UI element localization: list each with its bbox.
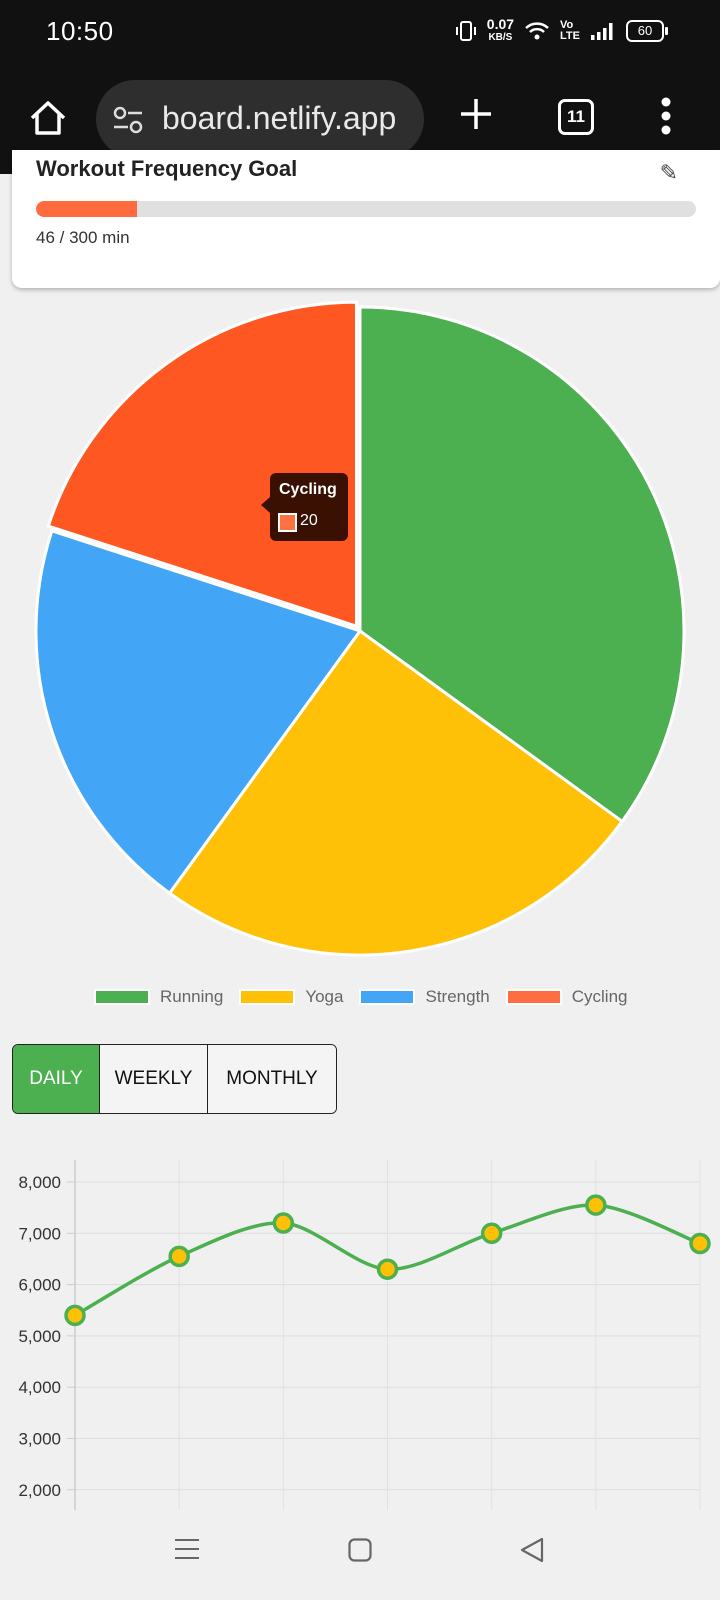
pie-slice-yoga[interactable] bbox=[167, 628, 625, 957]
recents-icon[interactable] bbox=[174, 1536, 200, 1562]
data-point[interactable] bbox=[480, 1222, 503, 1245]
status-time: 10:50 bbox=[46, 16, 114, 46]
steps-line-chart: 8,000 7,000 6,000 5,000 4,000 3,000 2,000 bbox=[18, 1160, 711, 1514]
data-point[interactable] bbox=[585, 1194, 607, 1216]
status-icons: 0.07 KB/S Vo LTE 60 bbox=[455, 16, 668, 44]
volte-top: Vo bbox=[560, 19, 574, 31]
range-tabs: DAILY WEEKLY MONTHLY bbox=[12, 1044, 337, 1114]
pie-tooltip: Cycling 20 bbox=[261, 473, 348, 541]
y-tick-label: 8,000 bbox=[18, 1173, 61, 1192]
tab-daily[interactable]: DAILY bbox=[13, 1045, 100, 1113]
edit-icon[interactable]: ✎ bbox=[659, 160, 678, 185]
volte-indicator: Vo LTE bbox=[560, 20, 580, 42]
legend-item-running[interactable]: Running bbox=[94, 987, 223, 1007]
legend-item-yoga[interactable]: Yoga bbox=[239, 987, 343, 1007]
tab-monthly[interactable]: MONTHLY bbox=[208, 1045, 336, 1113]
y-tick-label: 4,000 bbox=[18, 1378, 61, 1397]
goal-progress-bar bbox=[36, 201, 696, 217]
home-square-icon[interactable] bbox=[348, 1538, 372, 1562]
legend-swatch bbox=[359, 989, 416, 1005]
data-point[interactable] bbox=[376, 1258, 399, 1280]
y-tick-label: 6,000 bbox=[18, 1276, 61, 1295]
net-speed-value: 0.07 bbox=[486, 16, 515, 32]
status-bar: 10:50 0.07 KB/S Vo LTE 60 bbox=[0, 0, 720, 66]
y-tick-label: 5,000 bbox=[18, 1327, 61, 1346]
net-speed: 0.07 KB/S bbox=[486, 16, 515, 44]
data-point[interactable] bbox=[64, 1304, 86, 1327]
vibrate-icon bbox=[455, 21, 476, 41]
pie-slice-running[interactable] bbox=[358, 305, 686, 824]
y-tick-label: 2,000 bbox=[18, 1481, 61, 1500]
goal-progress-text: 46 / 300 min bbox=[36, 228, 130, 247]
y-tick-label: 7,000 bbox=[18, 1224, 61, 1243]
legend-label: Yoga bbox=[305, 987, 344, 1006]
goal-card: Workout Frequency Goal ✎ 46 / 300 min bbox=[12, 150, 720, 288]
legend-label: Strength bbox=[425, 987, 490, 1006]
system-nav-bar bbox=[0, 1510, 720, 1600]
tab-switcher-icon[interactable]: 11 bbox=[558, 99, 594, 135]
back-icon[interactable] bbox=[520, 1537, 544, 1563]
legend-label: Running bbox=[160, 987, 224, 1006]
wifi-icon bbox=[525, 22, 549, 40]
data-point[interactable] bbox=[689, 1232, 711, 1255]
volte-bottom: LTE bbox=[560, 30, 580, 42]
legend-item-cycling[interactable]: Cycling bbox=[505, 987, 628, 1007]
net-speed-unit: KB/S bbox=[488, 32, 513, 43]
tooltip-label: Cycling bbox=[279, 481, 337, 498]
url-text: board.netlify.app bbox=[162, 100, 397, 136]
tooltip-swatch bbox=[278, 513, 297, 532]
plus-icon[interactable] bbox=[458, 96, 494, 132]
legend-swatch bbox=[94, 989, 150, 1005]
pie-legend: Running Yoga Strength Cycling bbox=[94, 987, 644, 1007]
home-icon[interactable] bbox=[28, 98, 68, 138]
pie-slice-cycling[interactable] bbox=[46, 300, 358, 629]
site-settings-icon[interactable] bbox=[112, 105, 144, 135]
legend-swatch bbox=[239, 989, 296, 1005]
legend-item-strength[interactable]: Strength bbox=[359, 987, 490, 1007]
goal-progress-fill bbox=[36, 201, 138, 217]
legend-label: Cycling bbox=[571, 987, 628, 1006]
more-vert-icon[interactable] bbox=[660, 96, 672, 136]
y-tick-label: 3,000 bbox=[18, 1430, 61, 1449]
tooltip-value: 20 bbox=[300, 512, 318, 529]
tab-weekly[interactable]: WEEKLY bbox=[100, 1045, 208, 1113]
battery-indicator: 60 bbox=[626, 20, 668, 42]
goal-title: Workout Frequency Goal bbox=[36, 156, 298, 181]
pie-slice-strength[interactable] bbox=[34, 528, 363, 896]
signal-icon bbox=[591, 23, 613, 40]
address-bar[interactable]: board.netlify.app bbox=[96, 80, 424, 158]
legend-swatch bbox=[505, 989, 562, 1005]
data-point[interactable] bbox=[168, 1245, 190, 1268]
activity-pie-chart bbox=[34, 300, 686, 957]
data-point[interactable] bbox=[272, 1212, 295, 1234]
